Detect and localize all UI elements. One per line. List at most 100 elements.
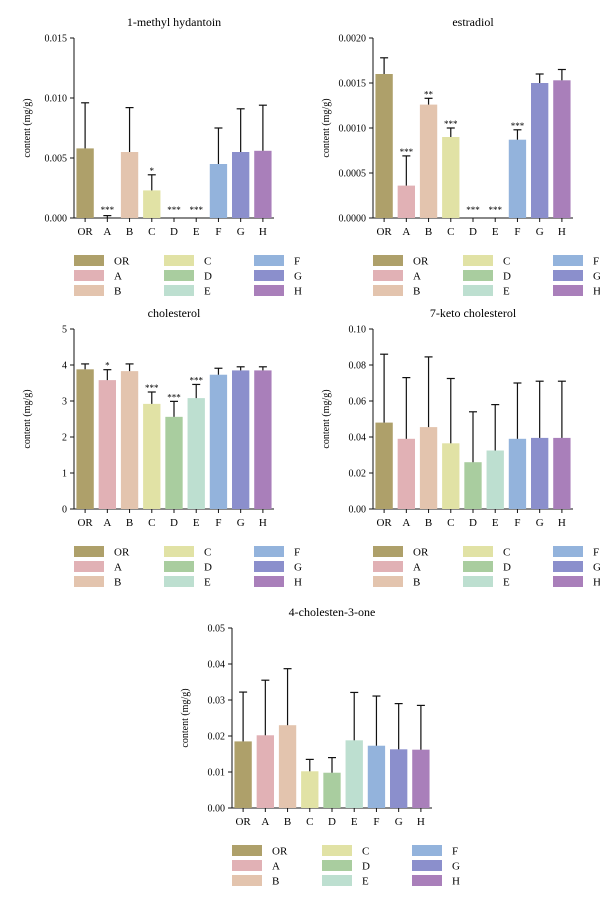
y-tick-label: 1 [62,469,67,480]
legend-label-E: E [204,577,211,589]
legend-label-D: D [204,562,212,574]
legend-swatch-D [322,860,352,871]
legend-swatch-F [553,255,583,266]
legend-swatch-H [553,576,583,587]
legend-swatch-B [74,285,104,296]
legend-swatch-B [373,285,403,296]
legend-swatch-B [232,875,262,886]
bar-E [486,450,504,509]
legend-label-G: G [452,861,460,873]
x-tick-label: B [425,226,432,238]
x-tick-label: B [425,517,432,529]
chart-panel-1: estradiol content (mg/g) 0.0000 0.0005 0.001… [321,15,600,298]
legend-swatch-H [412,875,442,886]
legend-label-A: A [114,271,122,283]
significance-label: *** [466,205,480,215]
legend-label-B: B [114,577,121,589]
legend-label-E: E [362,876,369,888]
bar-B [419,427,438,509]
legend-label-OR: OR [114,256,130,268]
significance-label: * [150,166,155,176]
legend-swatch-B [373,576,403,587]
legend-label-C: C [204,256,211,268]
x-tick-label: A [103,517,111,529]
y-tick-label: 0.00 [208,804,226,815]
legend-swatch-D [463,270,493,281]
legend-swatch-A [74,270,104,281]
legend-swatch-E [463,576,493,587]
legend-swatch-F [553,546,583,557]
legend-label-B: B [413,286,420,298]
legend-swatch-G [553,270,583,281]
legend: OR AB CDE FGH [74,546,302,589]
legend: OR AB CDE FGH [74,255,302,298]
x-tick-label: F [215,226,221,238]
legend-label-OR: OR [272,846,288,858]
bar-G [390,749,408,808]
bar-A [397,185,415,218]
legend-label-G: G [294,271,302,283]
legend-swatch-D [164,270,194,281]
x-tick-label: G [237,517,245,529]
x-tick-label: OR [376,517,392,529]
x-tick-label: H [417,816,425,828]
x-tick-label: D [328,816,336,828]
bar-G [531,83,549,218]
y-tick-label: 0.00 [349,505,367,516]
legend-swatch-G [553,561,583,572]
legend-swatch-E [164,285,194,296]
x-tick-label: H [259,226,267,238]
legend-label-C: C [503,547,510,559]
legend-label-H: H [593,286,600,298]
legend-swatch-OR [373,546,403,557]
significance-label: *** [511,121,525,131]
x-tick-label: F [215,517,221,529]
x-tick-label: G [536,517,544,529]
bar-OR [76,369,94,509]
y-tick-label: 0.04 [208,660,226,671]
legend-label-C: C [204,547,211,559]
legend-swatch-A [74,561,104,572]
legend-swatch-E [322,875,352,886]
bar-OR [375,422,393,509]
legend-swatch-G [254,561,284,572]
legend: OR AB CDE FGH [373,255,600,298]
legend-label-D: D [503,271,511,283]
y-tick-label: 0.000 [45,214,68,225]
bar-A [98,380,116,509]
bar-C [143,403,161,509]
legend-label-B: B [272,876,279,888]
significance-label: ** [424,89,434,99]
x-tick-label: E [193,517,200,529]
bar-OR [234,741,252,808]
bar-H [254,370,272,509]
y-tick-label: 0.0010 [339,124,367,135]
y-axis-label: content (mg/g) [22,389,33,448]
bar-F [209,164,228,218]
legend-swatch-A [373,561,403,572]
significance-label: *** [189,375,203,385]
x-tick-label: E [351,816,358,828]
legend: OR AB CDE FGH [373,546,600,589]
legend-swatch-H [553,285,583,296]
legend-swatch-D [164,561,194,572]
legend-swatch-F [412,845,442,856]
x-tick-label: C [306,816,313,828]
bar-H [254,150,272,218]
y-tick-label: 0.10 [349,325,367,336]
x-tick-label: D [469,226,477,238]
legend-label-E: E [204,286,211,298]
legend-label-OR: OR [413,256,429,268]
legend-swatch-D [463,561,493,572]
x-tick-label: G [536,226,544,238]
y-axis-label: content (mg/g) [180,688,191,747]
legend-swatch-C [463,255,493,266]
y-axis-label: content (mg/g) [321,389,332,448]
legend-swatch-G [254,270,284,281]
legend-swatch-F [254,255,284,266]
y-tick-label: 3 [62,397,67,408]
legend-label-F: F [593,256,599,268]
legend-label-G: G [593,562,600,574]
legend-label-B: B [114,286,121,298]
